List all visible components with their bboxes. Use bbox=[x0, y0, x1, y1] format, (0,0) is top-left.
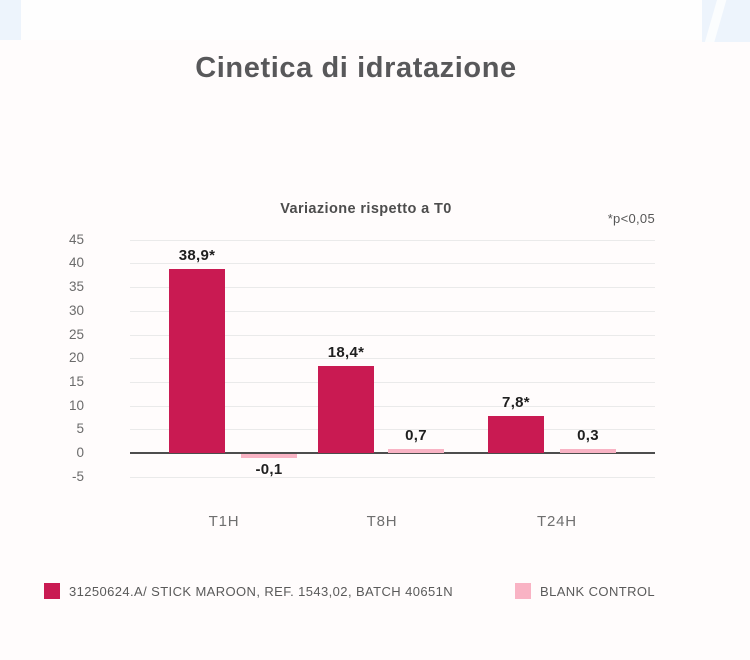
top-banner bbox=[0, 0, 750, 42]
legend-swatch-icon bbox=[515, 583, 531, 599]
page-title: Cinetica di idratazione bbox=[195, 52, 517, 84]
gridline bbox=[130, 239, 655, 241]
bar-chart-plot-area: 45 40 35 30 25 20 15 10 5 0 -5 38,9* 18,4* 7,8* -0,1 0,… bbox=[68, 231, 655, 530]
banner-right-accent bbox=[702, 0, 750, 42]
bar-value-label: 0,3 bbox=[577, 427, 599, 444]
gridline bbox=[130, 310, 655, 312]
y-axis-tick-label: 15 bbox=[68, 373, 84, 389]
gridline bbox=[130, 405, 655, 407]
y-axis-tick-label: 0 bbox=[76, 445, 84, 460]
y-axis-tick-label: 10 bbox=[68, 397, 84, 413]
gridline bbox=[130, 476, 655, 478]
zero-axis-line bbox=[130, 452, 655, 454]
legend-item-series1: 31250624.A/ STICK MAROON, REF. 1543,02, … bbox=[44, 583, 453, 599]
x-axis-label-T8H: T8H bbox=[366, 513, 398, 530]
y-axis-tick-label: 20 bbox=[68, 350, 84, 366]
bar-T8H-series2 bbox=[388, 449, 444, 453]
gridline bbox=[130, 334, 655, 336]
y-axis-tick-label: 35 bbox=[68, 279, 84, 295]
x-axis-label-T24H: T24H bbox=[537, 513, 577, 530]
bar-T1H-series2 bbox=[241, 454, 297, 458]
y-axis-tick-label: 40 bbox=[68, 255, 84, 271]
y-axis-tick-label: 25 bbox=[68, 326, 84, 342]
gridline bbox=[130, 287, 655, 289]
bar-T24H-series1 bbox=[488, 416, 544, 453]
gridline bbox=[130, 358, 655, 360]
bar-T24H-series2 bbox=[560, 449, 616, 453]
bar-value-label: 18,4* bbox=[327, 343, 365, 361]
legend-item-series2: BLANK CONTROL bbox=[515, 583, 655, 599]
bar-value-label: -0,1 bbox=[255, 461, 283, 478]
bar-T1H-series1 bbox=[169, 268, 225, 453]
y-axis-tick-label: 30 bbox=[68, 302, 84, 318]
chart-subtitle: Variazione rispetto a T0 bbox=[280, 201, 452, 217]
y-axis-tick-label: -5 bbox=[71, 468, 84, 484]
legend-label: BLANK CONTROL bbox=[540, 583, 656, 599]
legend-label: 31250624.A/ STICK MAROON, REF. 1543,02, … bbox=[69, 583, 454, 599]
bar-T8H-series1 bbox=[318, 365, 374, 453]
banner-left-accent bbox=[0, 0, 21, 40]
significance-note: *p<0,05 bbox=[607, 211, 655, 226]
gridline bbox=[130, 381, 655, 383]
bar-value-label: 0,7 bbox=[405, 427, 427, 444]
chart-legend: 31250624.A/ STICK MAROON, REF. 1543,02, … bbox=[0, 582, 750, 602]
gridline bbox=[130, 263, 655, 265]
y-axis-tick-label: 45 bbox=[68, 231, 84, 247]
gridline bbox=[130, 429, 655, 431]
legend-swatch-icon bbox=[44, 583, 60, 599]
bar-value-label: 38,9* bbox=[178, 246, 216, 264]
y-axis-tick-label: 5 bbox=[76, 421, 84, 437]
x-axis-label-T1H: T1H bbox=[208, 513, 240, 530]
bar-value-label: 7,8* bbox=[502, 394, 530, 412]
